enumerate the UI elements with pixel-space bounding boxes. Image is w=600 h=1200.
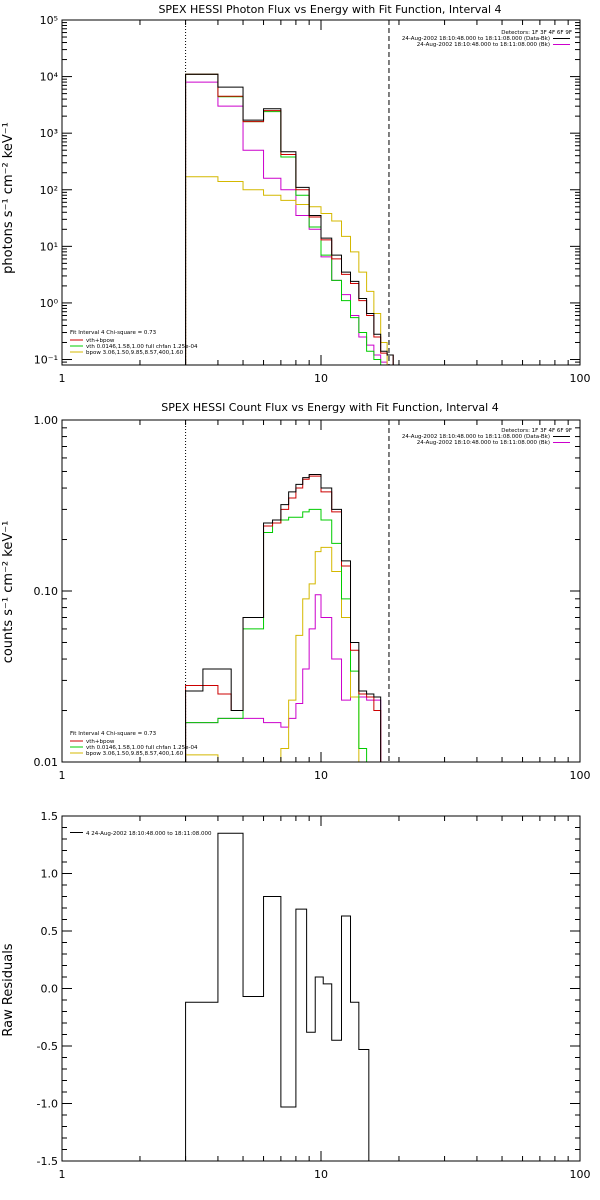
series-vth-0-0146-1-58-1-00-full-chfan-1-25e-04	[185, 73, 399, 365]
y-tick-label: 1.00	[34, 414, 59, 427]
y-tick-label: -1.5	[37, 1155, 58, 1168]
x-tick-label: 10	[314, 1168, 328, 1181]
photon-flux-panel: SPEX HESSI Photon Flux vs Energy with Fi…	[1, 3, 591, 385]
y-tick-label: 0.0	[41, 983, 59, 996]
y-tick-label: 10³	[40, 127, 58, 140]
series-layer	[185, 474, 399, 762]
x-tick-label: 1	[59, 372, 66, 385]
chart-title: SPEX HESSI Photon Flux vs Energy with Fi…	[158, 3, 501, 16]
plot-frame	[61, 419, 581, 763]
detectors-label: Detectors: 1F 3F 4F 6F 9F	[501, 428, 572, 434]
detectors-label: Detectors: 1F 3F 4F 6F 9F	[501, 30, 572, 36]
x-tick-label: 1	[59, 769, 66, 782]
y-axis-label: photons s⁻¹ cm⁻² keV⁻¹	[1, 122, 16, 274]
plot-frame	[61, 815, 581, 1162]
series-vth-0-0146-1-58-1-00-full-chfan-1-25e-04	[185, 508, 399, 762]
legend-bpow: bpow 3.06,1.50,9.85,8.57,400,1.60	[86, 751, 184, 757]
series-data	[185, 73, 399, 365]
x-tick-label: 10	[314, 372, 328, 385]
series-layer	[185, 73, 399, 365]
series-layer	[185, 832, 370, 1161]
y-tick-label: 0.01	[34, 756, 59, 769]
series-4-24-aug-2002-18-10-48-000-to-18-11-08-000	[185, 832, 370, 1161]
series-vth-bpow	[185, 73, 399, 365]
marker-lines	[185, 20, 390, 365]
legend-total: vth+bpow	[86, 338, 115, 344]
y-tick-label: 1.5	[41, 810, 59, 823]
y-axis-label: counts s⁻¹ cm⁻² keV⁻¹	[1, 521, 16, 664]
series-bpow-3-06-1-50-9-85-8-57-400-1-60	[185, 546, 399, 762]
bk-time-label: 24-Aug-2002 18:10:48.000 to 18:11:08.000…	[417, 42, 550, 48]
residuals-panel: Raw Residuals 1 10 100 -1.5 -1.0 -0.5 0.0 0.5 1.…	[1, 810, 591, 1181]
x-tick-label: 100	[570, 769, 591, 782]
y-tick-label: 0.10	[34, 585, 59, 598]
y-tick-label: 10⁴	[40, 71, 59, 84]
legend-bpow: bpow 3.06,1.50,9.85,8.57,400,1.60	[86, 350, 184, 356]
fit-label: Fit Interval 4 Chi-square = 0.73	[70, 731, 157, 737]
y-tick-label: 10⁻¹	[34, 354, 58, 367]
legend-vth: vth 0.0146,1.58,1.00 full chfan 1.25e-04	[86, 344, 198, 350]
y-tick-label: -1.0	[37, 1098, 58, 1111]
x-tick-label: 1	[59, 1168, 66, 1181]
axis-ticks: 1 10 100 0.01 0.10 1.00	[34, 414, 591, 782]
fit-label: Fit Interval 4 Chi-square = 0.73	[70, 330, 157, 336]
series-bpow-3-06-1-50-9-85-8-57-400-1-60	[185, 176, 399, 365]
series-24-aug-2002-18-10-48-000-to-18-11-08-000-bk	[185, 594, 399, 762]
x-tick-label: 10	[314, 769, 328, 782]
count-flux-panel: SPEX HESSI Count Flux vs Energy with Fit…	[1, 401, 591, 782]
series-24-aug-2002-18-10-48-000-to-18-11-08-000-bk	[185, 81, 399, 365]
axis-ticks: 1 10 100 10⁻¹ 10⁰ 10¹ 10² 10³ 10⁴ 10⁵	[34, 14, 591, 385]
data-time-label: 24-Aug-2002 18:10:48.000 to 18:11:08.000…	[402, 36, 550, 42]
y-tick-label: 10²	[40, 184, 58, 197]
marker-lines	[185, 420, 390, 762]
plot-frame	[61, 19, 581, 366]
chart-title: SPEX HESSI Count Flux vs Energy with Fit…	[161, 401, 498, 414]
y-tick-label: 1.0	[41, 868, 59, 881]
series-data	[185, 474, 399, 762]
y-tick-label: -0.5	[37, 1040, 58, 1053]
y-tick-label: 10¹	[40, 240, 58, 253]
x-tick-label: 100	[570, 1168, 591, 1181]
y-tick-label: 10⁵	[40, 14, 58, 27]
legend-total: vth+bpow	[86, 739, 115, 745]
bk-time-label: 24-Aug-2002 18:10:48.000 to 18:11:08.000…	[417, 440, 550, 446]
y-tick-label: 10⁰	[40, 297, 59, 310]
y-tick-label: 0.5	[41, 925, 59, 938]
residual-legend: 4 24-Aug-2002 18:10:48.000 to 18:11:08.0…	[86, 831, 212, 837]
data-time-label: 24-Aug-2002 18:10:48.000 to 18:11:08.000…	[402, 434, 550, 440]
legend-vth: vth 0.0146,1.58,1.00 full chfan 1.25e-04	[86, 745, 198, 751]
axis-ticks: 1 10 100 -1.5 -1.0 -0.5 0.0 0.5 1.0 1.5	[37, 810, 591, 1181]
x-tick-label: 100	[570, 372, 591, 385]
y-axis-label: Raw Residuals	[1, 943, 16, 1036]
